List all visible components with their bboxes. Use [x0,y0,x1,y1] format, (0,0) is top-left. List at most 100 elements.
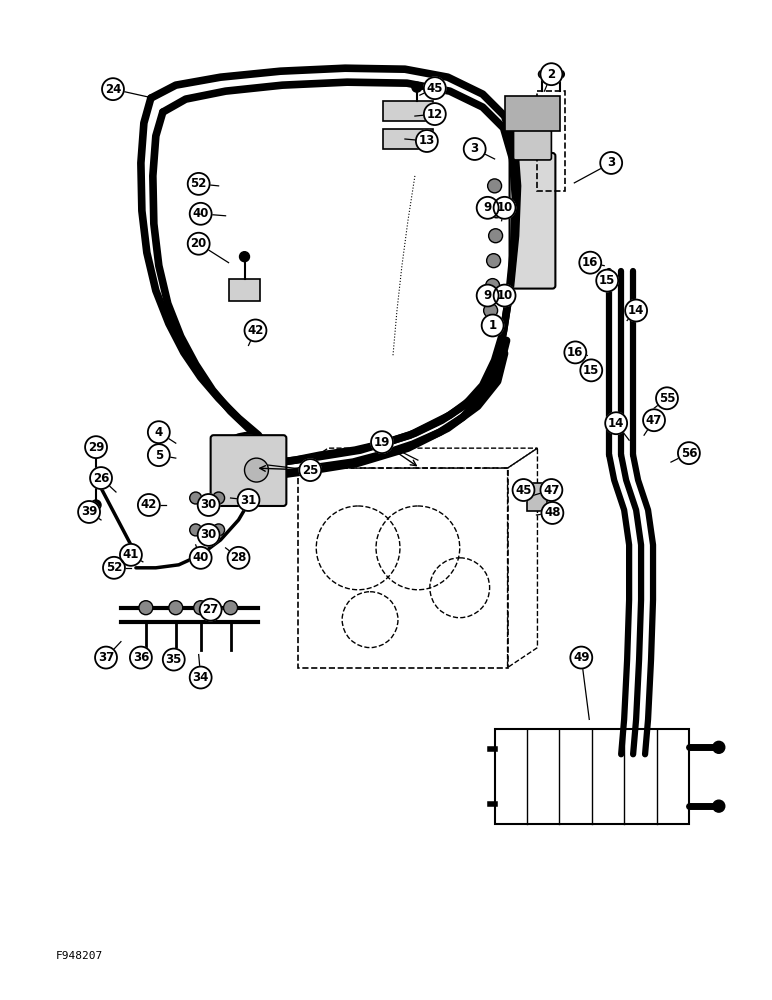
FancyBboxPatch shape [510,153,555,289]
Text: 30: 30 [201,528,217,541]
Text: 42: 42 [141,498,157,511]
Text: 40: 40 [192,551,209,564]
Circle shape [643,409,665,431]
Circle shape [513,479,534,501]
Circle shape [139,601,153,615]
Circle shape [78,501,100,523]
Circle shape [188,233,210,255]
Circle shape [239,252,249,262]
Circle shape [228,547,249,569]
Circle shape [194,601,208,615]
Circle shape [564,341,586,363]
Text: 27: 27 [202,603,218,616]
Circle shape [300,459,321,481]
Circle shape [486,254,500,268]
Text: 5: 5 [154,449,163,462]
Text: 36: 36 [133,651,149,664]
Circle shape [489,204,503,218]
Text: 40: 40 [192,207,209,220]
Text: 28: 28 [230,551,247,564]
Text: 13: 13 [418,134,435,147]
Bar [527,483,547,511]
Text: 47: 47 [543,484,560,497]
Text: 45: 45 [515,484,532,497]
Circle shape [464,138,486,160]
Circle shape [188,173,210,195]
Text: 1: 1 [489,319,496,332]
Text: 25: 25 [302,464,319,477]
Circle shape [540,63,562,85]
Text: 45: 45 [427,82,443,95]
Circle shape [488,179,502,193]
Circle shape [245,320,266,341]
Circle shape [596,270,618,292]
Text: 24: 24 [105,83,121,96]
Text: 30: 30 [201,498,217,511]
Circle shape [713,741,725,753]
Text: 52: 52 [191,177,207,190]
Text: 3: 3 [471,142,479,155]
Text: 52: 52 [106,561,122,574]
Text: 48: 48 [544,506,560,519]
Bar [298,468,507,668]
Circle shape [130,647,152,669]
Circle shape [476,285,499,307]
Text: 20: 20 [191,237,207,250]
Circle shape [557,70,564,78]
Circle shape [200,599,222,621]
Circle shape [538,70,547,78]
Text: 16: 16 [582,256,598,269]
Text: 56: 56 [681,447,697,460]
Circle shape [238,489,259,511]
Text: 4: 4 [154,426,163,439]
Circle shape [190,667,212,688]
Circle shape [371,431,393,453]
Text: 9: 9 [483,289,492,302]
Bar [229,279,260,301]
Circle shape [424,103,445,125]
Circle shape [190,547,212,569]
Text: 29: 29 [88,441,104,454]
Text: 12: 12 [427,108,443,121]
Bar [383,101,433,121]
Circle shape [412,82,422,92]
Text: 31: 31 [240,494,256,507]
Bar [505,96,560,131]
Text: 9: 9 [483,201,492,214]
Circle shape [103,557,125,579]
Text: 16: 16 [567,346,584,359]
Circle shape [91,500,101,510]
Text: 10: 10 [496,289,513,302]
Circle shape [198,524,219,546]
Circle shape [245,458,269,482]
Circle shape [416,130,438,152]
Circle shape [540,479,562,501]
Bar [383,129,433,149]
Circle shape [102,78,124,100]
Circle shape [579,252,601,274]
Circle shape [190,492,201,504]
Circle shape [214,433,283,503]
Circle shape [198,494,219,516]
Bar [537,91,565,191]
Text: 2: 2 [547,68,556,81]
FancyBboxPatch shape [211,435,286,506]
Circle shape [541,502,564,524]
Circle shape [625,300,647,321]
Text: 14: 14 [608,417,625,430]
Circle shape [95,647,117,669]
Circle shape [212,492,225,504]
Circle shape [212,524,225,536]
Circle shape [424,77,445,99]
Text: 35: 35 [165,653,182,666]
Text: 15: 15 [599,274,615,287]
Circle shape [493,285,516,307]
Text: 39: 39 [81,505,97,518]
Text: 14: 14 [628,304,645,317]
Circle shape [120,544,142,566]
Text: 41: 41 [123,548,139,561]
Text: F948207: F948207 [56,951,103,961]
Circle shape [190,524,201,536]
Circle shape [483,304,498,318]
Circle shape [90,467,112,489]
